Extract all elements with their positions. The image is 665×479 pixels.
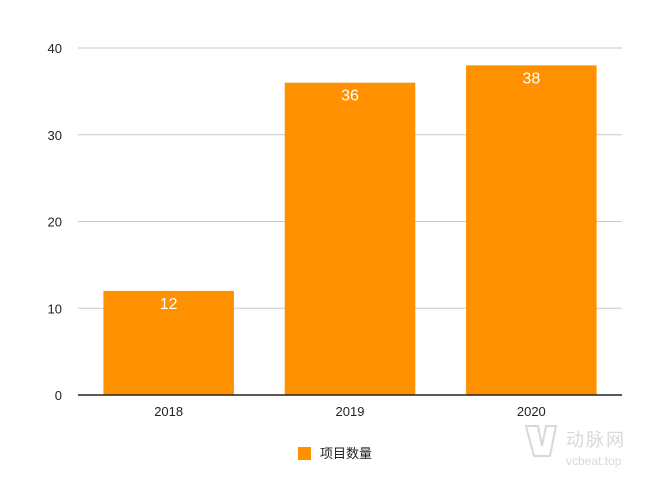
watermark-url: vcbeat.top (566, 454, 622, 468)
bar-2018 (103, 290, 234, 395)
data-label-2020: 38 (522, 70, 540, 87)
watermark-logo: 动脉网 vcbeat.top (524, 425, 626, 468)
data-label-2019: 36 (341, 88, 359, 105)
y-tick-label: 40 (48, 41, 62, 56)
x-tick-label: 2020 (517, 404, 546, 419)
x-tick-label: 2019 (336, 404, 365, 419)
y-tick-label: 10 (48, 301, 62, 316)
x-tick-label: 2018 (154, 404, 183, 419)
watermark-logo-mark (524, 425, 558, 457)
x-axis-ticks: 2018 2019 2020 (154, 404, 546, 419)
legend-swatch (298, 447, 311, 460)
bar-2019 (284, 82, 416, 395)
y-tick-label: 20 (48, 215, 62, 230)
legend: 项目数量 (298, 446, 372, 461)
legend-label: 项目数量 (320, 446, 372, 461)
watermark-brand: 动脉网 (566, 430, 626, 450)
data-label-2018: 12 (160, 296, 178, 313)
y-tick-label: 30 (48, 128, 62, 143)
y-axis-ticks: 0 10 20 30 40 (48, 41, 62, 403)
data-labels: 12 36 38 (160, 70, 541, 313)
bar-2020 (466, 65, 597, 395)
y-tick-label: 0 (55, 388, 62, 403)
bars (103, 65, 597, 395)
